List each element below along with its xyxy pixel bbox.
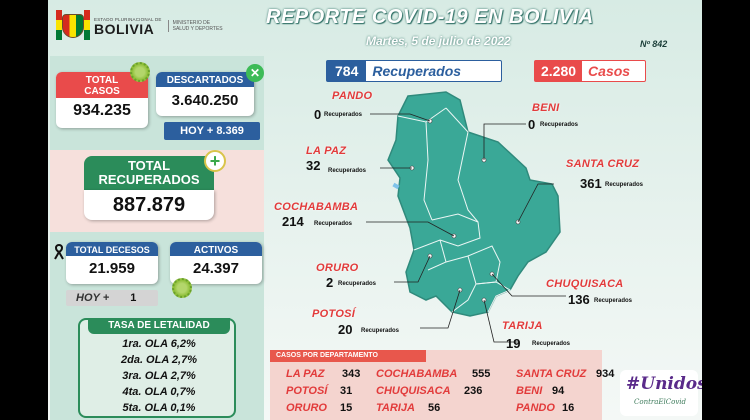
ministry-name: MINISTERIO DE SALUD Y DEPORTES xyxy=(167,20,223,32)
x-circle-icon: ✕ xyxy=(246,64,264,82)
activos-card: ACTIVOS 24.397 xyxy=(170,242,262,284)
decesos-hoy-box: HOY + 1 xyxy=(66,290,158,306)
dep-name-potosi: POTOSÍ xyxy=(312,308,356,320)
tasa-row: 5ta. OLA 0,1% xyxy=(122,402,196,414)
dep-value-chuquisaca: 136 xyxy=(568,292,590,307)
bt-value: 16 xyxy=(562,402,575,414)
dep-sub-label: Recuperados xyxy=(314,221,353,227)
dep-name-pando: PANDO xyxy=(332,90,373,102)
recuperados-value: 887.879 xyxy=(84,190,214,220)
total-casos-value: 934.235 xyxy=(73,102,131,119)
decesos-hoy-value: 1 xyxy=(130,292,137,304)
tasa-row: 3ra. OLA 2,7% xyxy=(122,370,196,382)
leader-potosi xyxy=(420,289,461,329)
dep-value-beni: 0 xyxy=(528,117,536,132)
activos-value: 24.397 xyxy=(193,260,239,277)
decesos-value: 21.959 xyxy=(89,260,135,277)
dep-name-beni: BENI xyxy=(532,102,560,114)
tasa-row: 2da. OLA 2,7% xyxy=(120,354,197,366)
tasa-letalidad-box: TASA DE LETALIDAD 1ra. OLA 6,2% 2da. OLA… xyxy=(78,318,236,418)
dep-value-oruro: 2 xyxy=(326,275,334,290)
logo-estado: ESTADO PLURINACIONAL DE xyxy=(94,16,162,22)
virus-icon xyxy=(172,278,192,298)
dep-name-oruro: ORURO xyxy=(316,262,359,274)
dep-sub-label: Recuperados xyxy=(605,182,644,188)
bt-name: COCHABAMBA xyxy=(376,368,458,380)
total-decesos-card: TOTAL DECESOS 21.959 xyxy=(66,242,158,284)
virus-icon xyxy=(130,62,150,82)
bt-name: POTOSÍ xyxy=(286,385,328,397)
tasa-row: 4ta. OLA 0,7% xyxy=(122,386,196,398)
bt-name: SANTA CRUZ xyxy=(516,368,587,380)
legend-casos: 2.280 Casos xyxy=(534,60,646,82)
leader-tarija xyxy=(483,299,520,343)
bt-name: BENI xyxy=(516,385,543,397)
border-cochabamba xyxy=(431,213,481,247)
border-beni-santacruz xyxy=(445,107,479,223)
bt-value: 236 xyxy=(464,385,483,397)
bt-value: 31 xyxy=(340,385,353,397)
dep-value-potosi: 20 xyxy=(338,322,353,337)
bt-name: CHUQUISACA xyxy=(376,385,451,397)
leader-oruro xyxy=(394,255,431,283)
covid-report-canvas: ESTADO PLURINACIONAL DE BOLIVIA MINISTER… xyxy=(48,0,702,420)
leader-cochabamba xyxy=(366,221,455,237)
dep-name-tarija: TARIJA xyxy=(502,320,543,332)
dep-sub-label: Recuperados xyxy=(328,168,367,174)
border-oruro xyxy=(413,239,447,271)
dep-sub-label: Recuperados xyxy=(361,328,400,334)
border-tarija xyxy=(475,281,512,313)
oruro-dot xyxy=(427,253,433,259)
dep-name-lapaz: LA PAZ xyxy=(306,145,347,157)
border-lapaz-beni xyxy=(423,121,433,221)
dep-sub-label: Recuperados xyxy=(338,281,377,287)
bt-name: LA PAZ xyxy=(286,368,325,380)
legend-recuperados: 784 Recuperados xyxy=(326,60,502,82)
bt-value: 343 xyxy=(342,368,361,380)
descartados-card: DESCARTADOS 3.640.250 xyxy=(156,72,254,116)
leader-pando xyxy=(370,113,431,122)
dep-value-cochabamba: 214 xyxy=(282,214,304,229)
dep-value-santacruz: 361 xyxy=(580,176,602,191)
casos-por-departamento-title: CASOS POR DEPARTAMENTO xyxy=(270,350,426,362)
tasa-title: TASA DE LETALIDAD xyxy=(88,318,230,334)
leader-beni xyxy=(483,123,526,160)
descartados-value: 3.640.250 xyxy=(171,92,239,109)
dep-name-santacruz: SANTA CRUZ xyxy=(566,158,640,170)
tasa-row: 1ra. OLA 6,2% xyxy=(122,338,196,350)
bt-value: 56 xyxy=(428,402,441,414)
bt-name: PANDO xyxy=(516,402,555,414)
mourning-ribbon-icon xyxy=(54,244,64,260)
bt-value: 94 xyxy=(552,385,565,397)
dep-sub-label: Recuperados xyxy=(532,341,571,347)
dep-name-chuquisaca: CHUQUISACA xyxy=(546,278,624,290)
plus-circle-icon: + xyxy=(204,150,226,172)
dep-sub-label: Recuperados xyxy=(594,298,633,304)
leader-chuquisaca xyxy=(491,273,566,297)
bt-name: ORURO xyxy=(286,402,327,414)
bt-name: TARIJA xyxy=(376,402,415,414)
bt-value: 15 xyxy=(340,402,353,414)
dep-value-lapaz: 32 xyxy=(306,158,321,173)
report-number: Nº 842 xyxy=(640,39,668,49)
total-recuperados-card: TOTAL RECUPERADOS 887.879 xyxy=(84,156,214,224)
report-title: REPORTE COVID-19 EN BOLIVIA xyxy=(266,6,594,28)
dep-value-pando: 0 xyxy=(314,107,322,122)
bt-value: 555 xyxy=(472,368,491,380)
logo-country: BOLIVIA xyxy=(94,20,155,37)
unidos-contra-covid-logo: #Unidos ContraElCovid xyxy=(620,370,702,416)
leader-santacruz xyxy=(517,183,554,223)
bolivia-map xyxy=(366,91,566,343)
dep-sub-label: Recuperados xyxy=(540,122,579,128)
bt-value: 934 xyxy=(596,368,615,380)
descartados-hoy: HOY + 8.369 xyxy=(164,122,260,140)
report-date: Martes, 5 de julio de 2022 xyxy=(366,34,511,48)
dep-name-cochabamba: COCHABAMBA xyxy=(274,201,359,213)
dep-value-tarija: 19 xyxy=(506,336,521,351)
coat-of-arms-icon xyxy=(56,8,90,44)
dep-sub-label: Recuperados xyxy=(324,112,363,118)
lake-titicaca xyxy=(392,182,400,190)
ministry-logo: ESTADO PLURINACIONAL DE BOLIVIA MINISTER… xyxy=(56,6,246,46)
